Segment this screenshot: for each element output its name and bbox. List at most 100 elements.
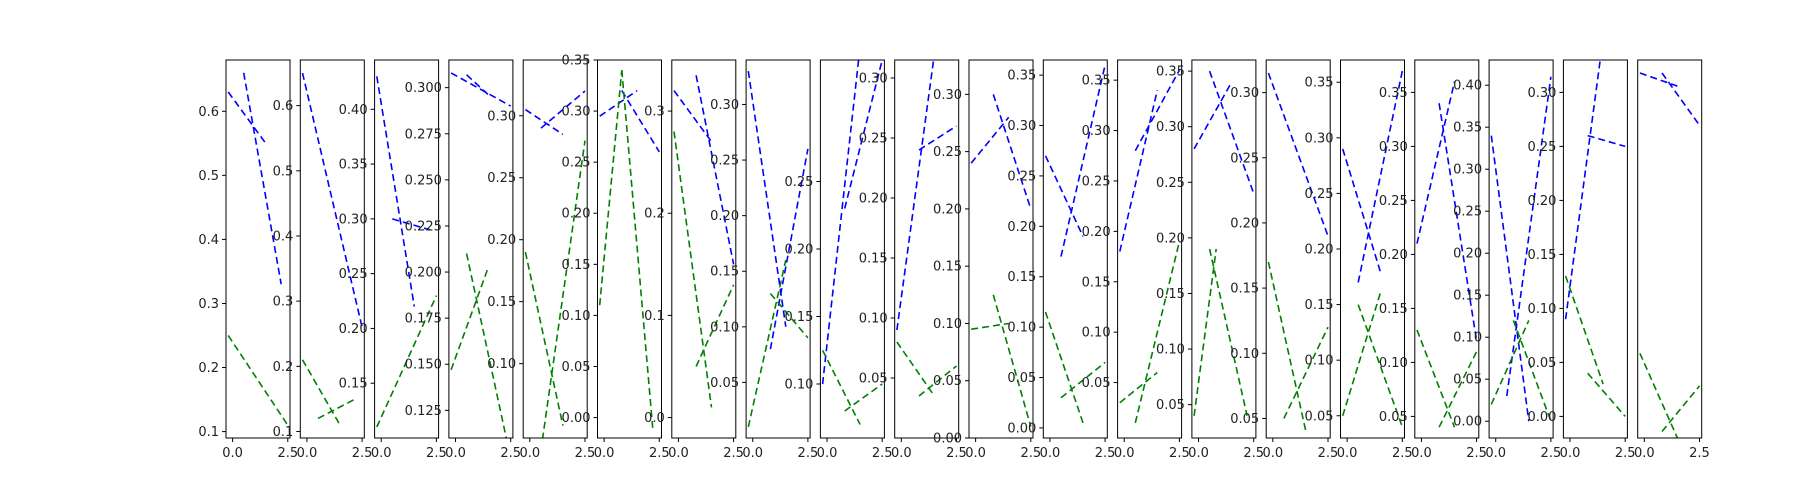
y-tick-label: 0.20 [562, 207, 591, 222]
series-group [524, 90, 586, 438]
subplot-6: 0.000.050.100.150.200.250.300.350.0 2.5 [562, 54, 670, 462]
y-tick-label: 0.300 [405, 81, 442, 96]
y-tick-label: 0.25 [562, 156, 591, 171]
series-group [227, 72, 289, 426]
y-tick-label: 0.25 [1527, 140, 1556, 155]
y-tick-label: 0.1 [644, 309, 665, 324]
y-tick-label: 0.20 [784, 243, 813, 258]
x-tick-label: 0.0 [891, 446, 912, 461]
series-line-2 [301, 359, 341, 426]
series-line-2 [1438, 103, 1478, 341]
y-tick-label: 0.0 [644, 411, 665, 426]
y-tick-label: 0.30 [1453, 163, 1482, 178]
x-tick-label: 0.0 [1411, 446, 1432, 461]
series-line-3 [524, 251, 564, 426]
y-tick-label: 0.00 [1453, 415, 1482, 430]
subplot-17: 0.050.100.150.200.250.300.350.0 2.5 [1379, 59, 1487, 461]
series-line-4 [465, 253, 508, 438]
series-line-2 [1267, 261, 1307, 432]
series-line-3 [376, 295, 438, 428]
series-group [673, 75, 735, 408]
series-line-4 [1661, 385, 1701, 433]
y-tick-label: 0.25 [1156, 176, 1185, 191]
series-line-3 [598, 70, 623, 306]
subplot-11: 0.000.050.100.150.200.250.300.0 2.5 [933, 59, 1041, 461]
y-tick-label: 0.6 [198, 105, 219, 120]
y-tick-label: 0.2 [644, 207, 665, 222]
series-line-1 [821, 60, 860, 385]
axes-frame [1117, 59, 1183, 439]
axes-frame [448, 59, 514, 439]
y-tick-label: 0.35 [1453, 121, 1482, 136]
x-tick-label: 2.5 [798, 446, 819, 461]
y-tick-label: 0.20 [339, 322, 368, 337]
series-line-3 [1119, 371, 1158, 404]
axes-frame [1562, 59, 1628, 439]
series-line-3 [747, 259, 787, 428]
series-line-2 [918, 125, 957, 151]
x-tick-label: 2.5 [277, 446, 298, 461]
series-line-3 [1283, 326, 1329, 419]
y-tick-label: 0.10 [784, 378, 813, 393]
series-line-1 [747, 70, 787, 327]
y-tick-label: 0.30 [562, 105, 591, 120]
subplot-19: 0.000.050.100.150.200.250.300.0 2.5 [1527, 59, 1636, 461]
series-line-1 [524, 108, 564, 136]
y-tick-label: 0.25 [1379, 194, 1408, 209]
y-tick-label: 0.2 [198, 361, 219, 376]
y-tick-label: 0.20 [1305, 243, 1334, 258]
series-group [1416, 81, 1478, 428]
y-tick-label: 0.00 [933, 432, 962, 447]
y-tick-label: 0.15 [562, 258, 591, 273]
series-line-2 [540, 90, 586, 129]
series-group [1044, 64, 1106, 424]
y-tick-label: 0.2 [273, 360, 294, 375]
y-tick-label: 0.5 [198, 169, 219, 184]
series-line-4 [844, 383, 883, 412]
subplot-2: 0.10.20.30.40.50.60.0 2.5 [273, 59, 372, 461]
series-line-1 [1044, 155, 1084, 237]
series-line-3 [1044, 311, 1084, 424]
y-tick-label: 0.30 [1082, 124, 1111, 139]
series-line-2 [769, 148, 809, 350]
y-tick-label: 0.15 [933, 260, 962, 275]
y-tick-label: 0.15 [1453, 289, 1482, 304]
y-tick-label: 0.200 [405, 266, 442, 281]
y-tick-label: 0.20 [1230, 216, 1259, 231]
y-tick-label: 0.05 [562, 360, 591, 375]
y-tick-label: 0.05 [1527, 356, 1556, 371]
x-tick-label: 2.5 [1541, 446, 1562, 461]
series-line-2 [1134, 69, 1181, 152]
series-line-4 [992, 294, 1032, 427]
series-line-3 [317, 398, 356, 420]
y-tick-label: 0.25 [1453, 205, 1482, 220]
series-group [1193, 70, 1255, 416]
y-tick-label: 0.10 [1453, 331, 1482, 346]
series-line-4 [621, 70, 654, 428]
series-line-4 [1512, 320, 1552, 422]
y-tick-label: 0.30 [1230, 86, 1259, 101]
x-tick-label: 0.0 [445, 446, 466, 461]
y-tick-label: 0.6 [273, 99, 294, 114]
axes-frame [374, 59, 440, 439]
y-tick-label: 0.10 [933, 317, 962, 332]
x-tick-label: 0.0 [1188, 446, 1209, 461]
axes-frame [1488, 59, 1554, 439]
y-tick-label: 0.20 [933, 202, 962, 217]
y-tick-label: 0.25 [1082, 174, 1111, 189]
series-line-2 [1357, 70, 1404, 283]
x-tick-label: 0.0 [1262, 446, 1283, 461]
series-line-4 [1134, 241, 1181, 424]
y-tick-label: 0.3 [273, 295, 294, 310]
series-line-1 [1267, 72, 1329, 237]
y-tick-label: 0.40 [1453, 79, 1482, 94]
subplot-12: 0.000.050.100.150.200.250.300.350.0 2.5 [1007, 59, 1115, 461]
subplot-13: 0.050.100.150.200.250.300.350.0 2.5 [1082, 59, 1190, 461]
axes-frame [597, 59, 662, 439]
y-tick-label: 0.00 [1527, 410, 1556, 425]
series-line-2 [466, 74, 490, 96]
y-tick-label: 0.20 [1527, 194, 1556, 209]
y-tick-label: 0.25 [1007, 169, 1036, 184]
y-tick-label: 0.00 [562, 411, 591, 426]
x-tick-label: 0.0 [222, 446, 243, 461]
